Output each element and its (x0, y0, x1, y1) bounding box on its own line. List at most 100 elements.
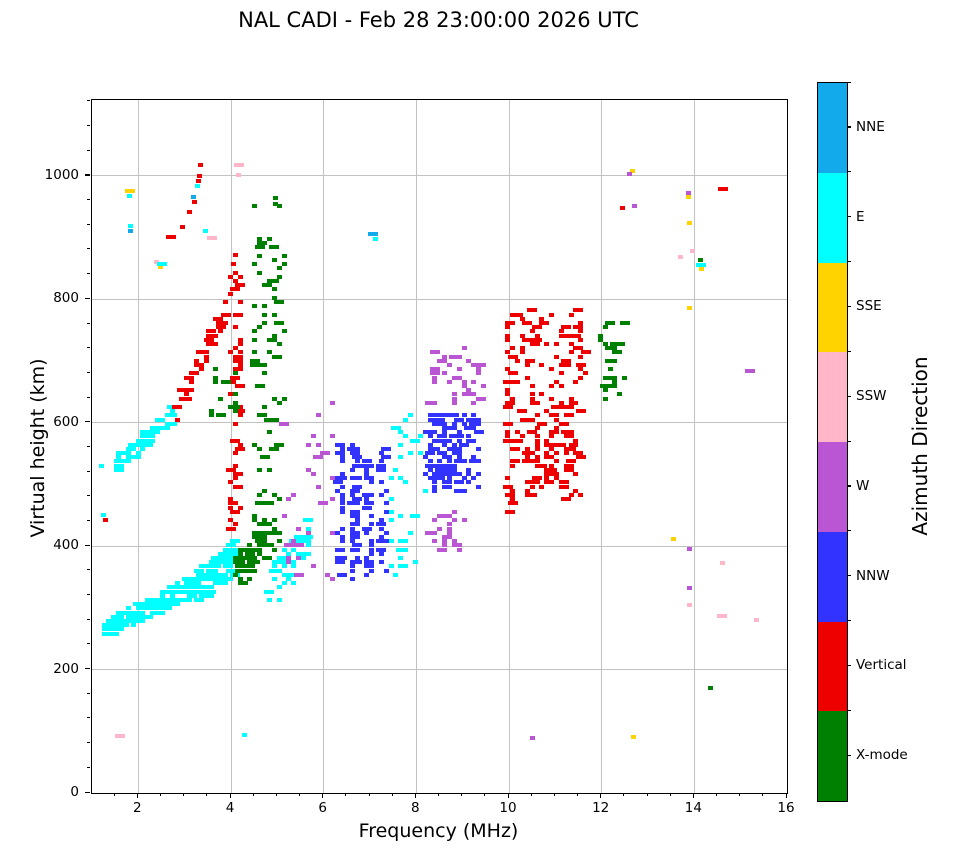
echo-point (135, 618, 141, 623)
echo-point (527, 308, 538, 313)
echo-point (130, 623, 136, 628)
echo-point (410, 438, 421, 443)
echo-point (369, 543, 375, 548)
echo-point (432, 530, 438, 535)
echo-point (169, 413, 175, 418)
echo-point (262, 518, 268, 523)
colorbar (817, 82, 848, 802)
grid-line-x (693, 100, 695, 793)
echo-point (339, 442, 345, 447)
echo-point (330, 476, 336, 481)
echo-point (225, 467, 236, 472)
echo-point (602, 396, 608, 401)
echo-point (529, 451, 535, 456)
echo-point (232, 325, 238, 330)
echo-point (206, 568, 217, 573)
echo-point (573, 472, 579, 477)
echo-point (228, 404, 234, 409)
y-minor-tick (87, 371, 90, 373)
echo-point (237, 413, 243, 418)
x-minor-tick (530, 793, 532, 796)
echo-point (427, 442, 433, 447)
echo-point (422, 430, 428, 435)
colorbar-boundary-tick (847, 709, 851, 711)
echo-point (349, 530, 355, 535)
echo-point (563, 434, 569, 439)
echo-point (422, 455, 428, 460)
echo-point (408, 413, 414, 418)
x-tick-label: 12 (592, 800, 610, 816)
echo-point (232, 451, 238, 456)
echo-point (566, 459, 577, 464)
echo-point (553, 342, 559, 346)
echo-point (708, 686, 714, 691)
echo-point (432, 430, 438, 435)
echo-point (602, 375, 608, 380)
echo-point (184, 589, 190, 594)
echo-point (461, 476, 467, 481)
echo-point (539, 362, 545, 367)
echo-point (446, 476, 452, 481)
echo-point (607, 375, 613, 380)
echo-point (130, 446, 136, 451)
echo-point (207, 235, 218, 240)
echo-point (223, 560, 229, 565)
echo-point (432, 421, 438, 426)
echo-point (534, 463, 540, 468)
colorbar-center-tick (847, 485, 851, 487)
echo-point (446, 463, 452, 468)
echo-point (432, 400, 438, 405)
echo-point (184, 388, 190, 393)
echo-point (619, 321, 630, 326)
echo-point (228, 497, 234, 502)
echo-point (442, 413, 448, 418)
echo-point (257, 530, 263, 535)
echo-point (607, 346, 613, 351)
echo-point (262, 241, 268, 246)
echo-point (167, 602, 178, 607)
y-minor-tick (87, 199, 90, 201)
echo-point (335, 442, 341, 447)
echo-point (558, 371, 564, 376)
echo-point (466, 472, 472, 477)
echo-point (276, 400, 282, 405)
echo-point (432, 417, 438, 422)
echo-point (446, 425, 452, 430)
echo-point (165, 234, 176, 239)
echo-point (471, 379, 477, 384)
echo-point (232, 522, 238, 527)
echo-point (262, 362, 268, 367)
echo-point (339, 560, 345, 565)
echo-point (698, 267, 704, 272)
echo-point (512, 438, 523, 443)
echo-point (325, 572, 331, 577)
echo-point (237, 362, 243, 367)
echo-point (456, 543, 462, 548)
echo-point (252, 560, 258, 565)
echo-point (687, 547, 693, 552)
echo-point (281, 572, 287, 577)
echo-point (442, 421, 448, 426)
echo-point (264, 543, 275, 548)
echo-point (276, 539, 282, 544)
colorbar-center-tick (847, 664, 851, 667)
echo-point (442, 430, 448, 435)
echo-point (193, 371, 199, 376)
echo-point (510, 379, 516, 384)
echo-point (568, 442, 574, 447)
echo-point (271, 530, 277, 535)
echo-point (145, 602, 151, 607)
echo-point (218, 572, 224, 577)
echo-point (276, 274, 282, 279)
echo-point (580, 350, 591, 355)
grid-line-y (92, 175, 787, 177)
echo-point (427, 467, 433, 472)
echo-point (454, 459, 465, 464)
echo-point (422, 488, 428, 493)
echo-point (529, 417, 535, 422)
y-minor-tick (87, 569, 90, 571)
echo-point (442, 354, 448, 359)
echo-point (349, 493, 355, 498)
colorbar-segment-sse (818, 262, 847, 353)
echo-point (364, 530, 370, 535)
